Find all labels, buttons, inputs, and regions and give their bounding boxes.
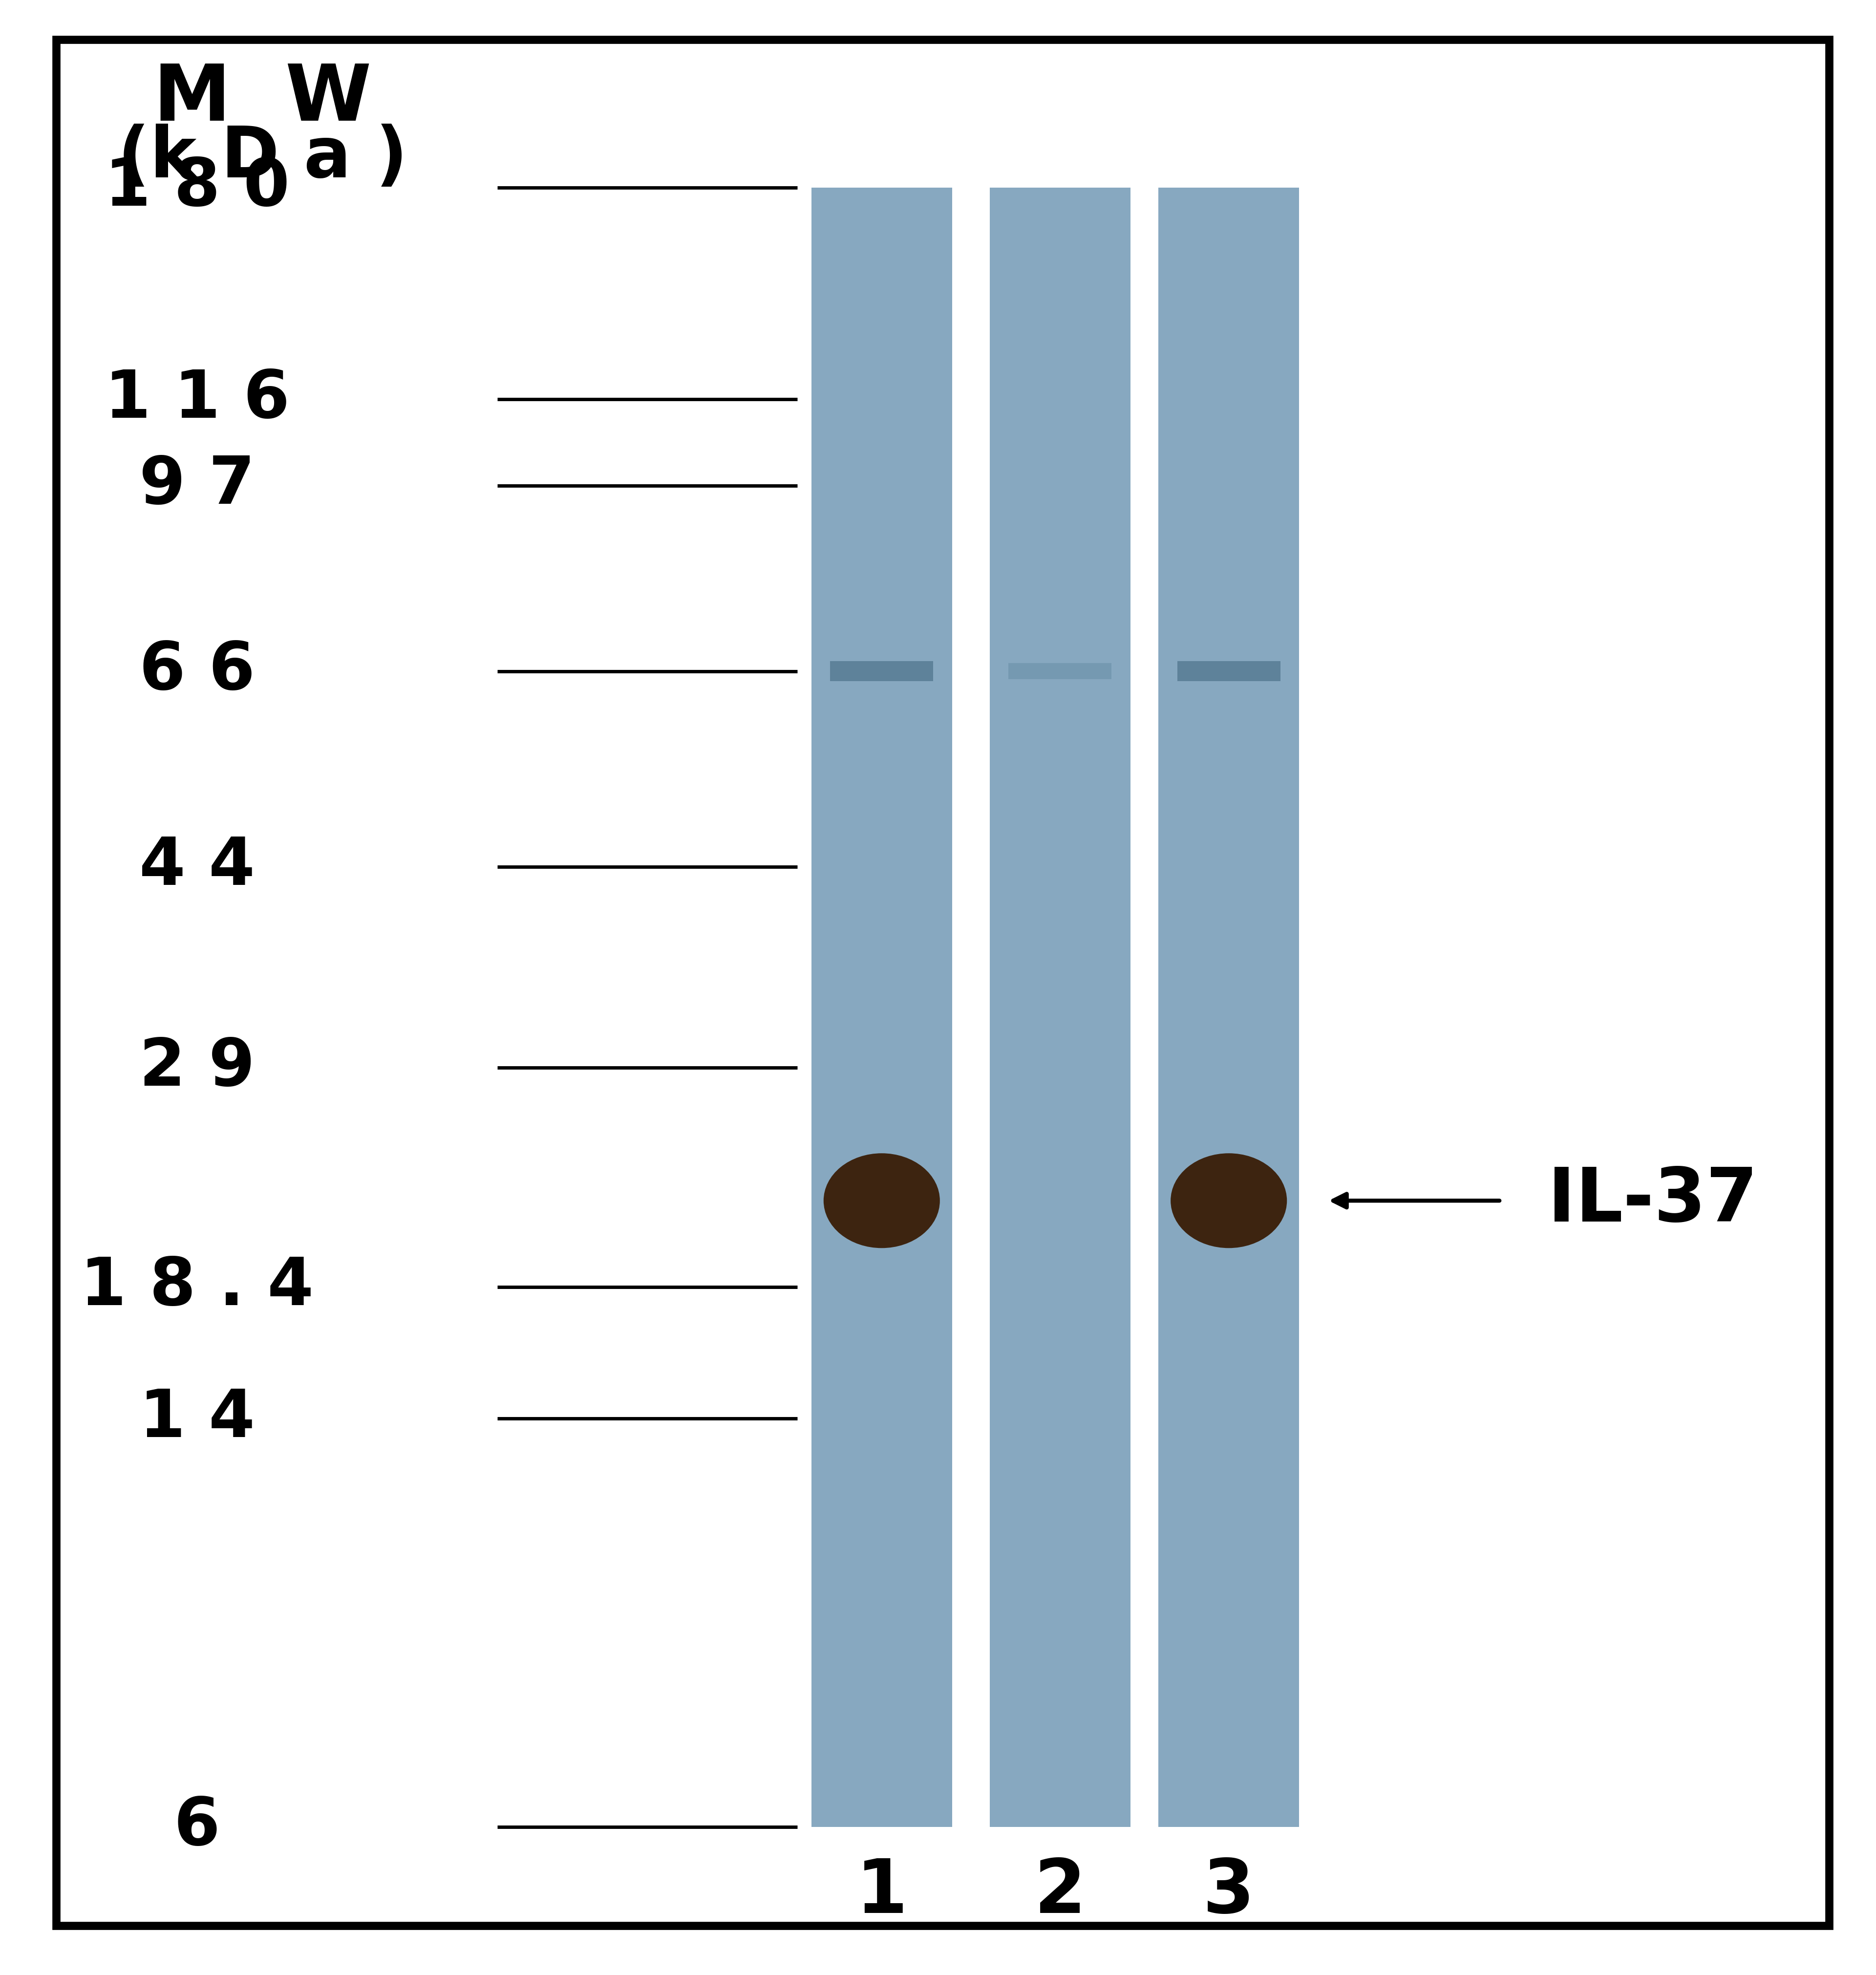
Text: IL-37: IL-37 [1548,1165,1758,1236]
Bar [810,188,951,1827]
Text: (k D a ): (k D a ) [118,124,407,192]
Text: 9 7: 9 7 [139,454,255,517]
Text: 3: 3 [1203,1856,1255,1928]
Text: 1 8 0: 1 8 0 [105,156,289,219]
Bar [991,188,1129,1827]
Text: 4 4: 4 4 [139,835,255,899]
Text: 2: 2 [1034,1856,1086,1928]
Ellipse shape [1171,1153,1287,1248]
Text: M  W: M W [154,61,371,136]
Text: 1 8 . 4: 1 8 . 4 [81,1254,313,1319]
Text: 1 1 6: 1 1 6 [105,367,289,431]
Text: 2 9: 2 9 [139,1035,255,1100]
Bar [1159,188,1300,1827]
Bar [1009,664,1111,679]
Text: 6: 6 [174,1795,219,1858]
Bar [1178,662,1281,681]
Text: 1: 1 [855,1856,908,1928]
Ellipse shape [824,1153,940,1248]
Text: 6 6: 6 6 [139,640,255,703]
Bar [829,662,932,681]
Text: 1 4: 1 4 [139,1386,255,1450]
